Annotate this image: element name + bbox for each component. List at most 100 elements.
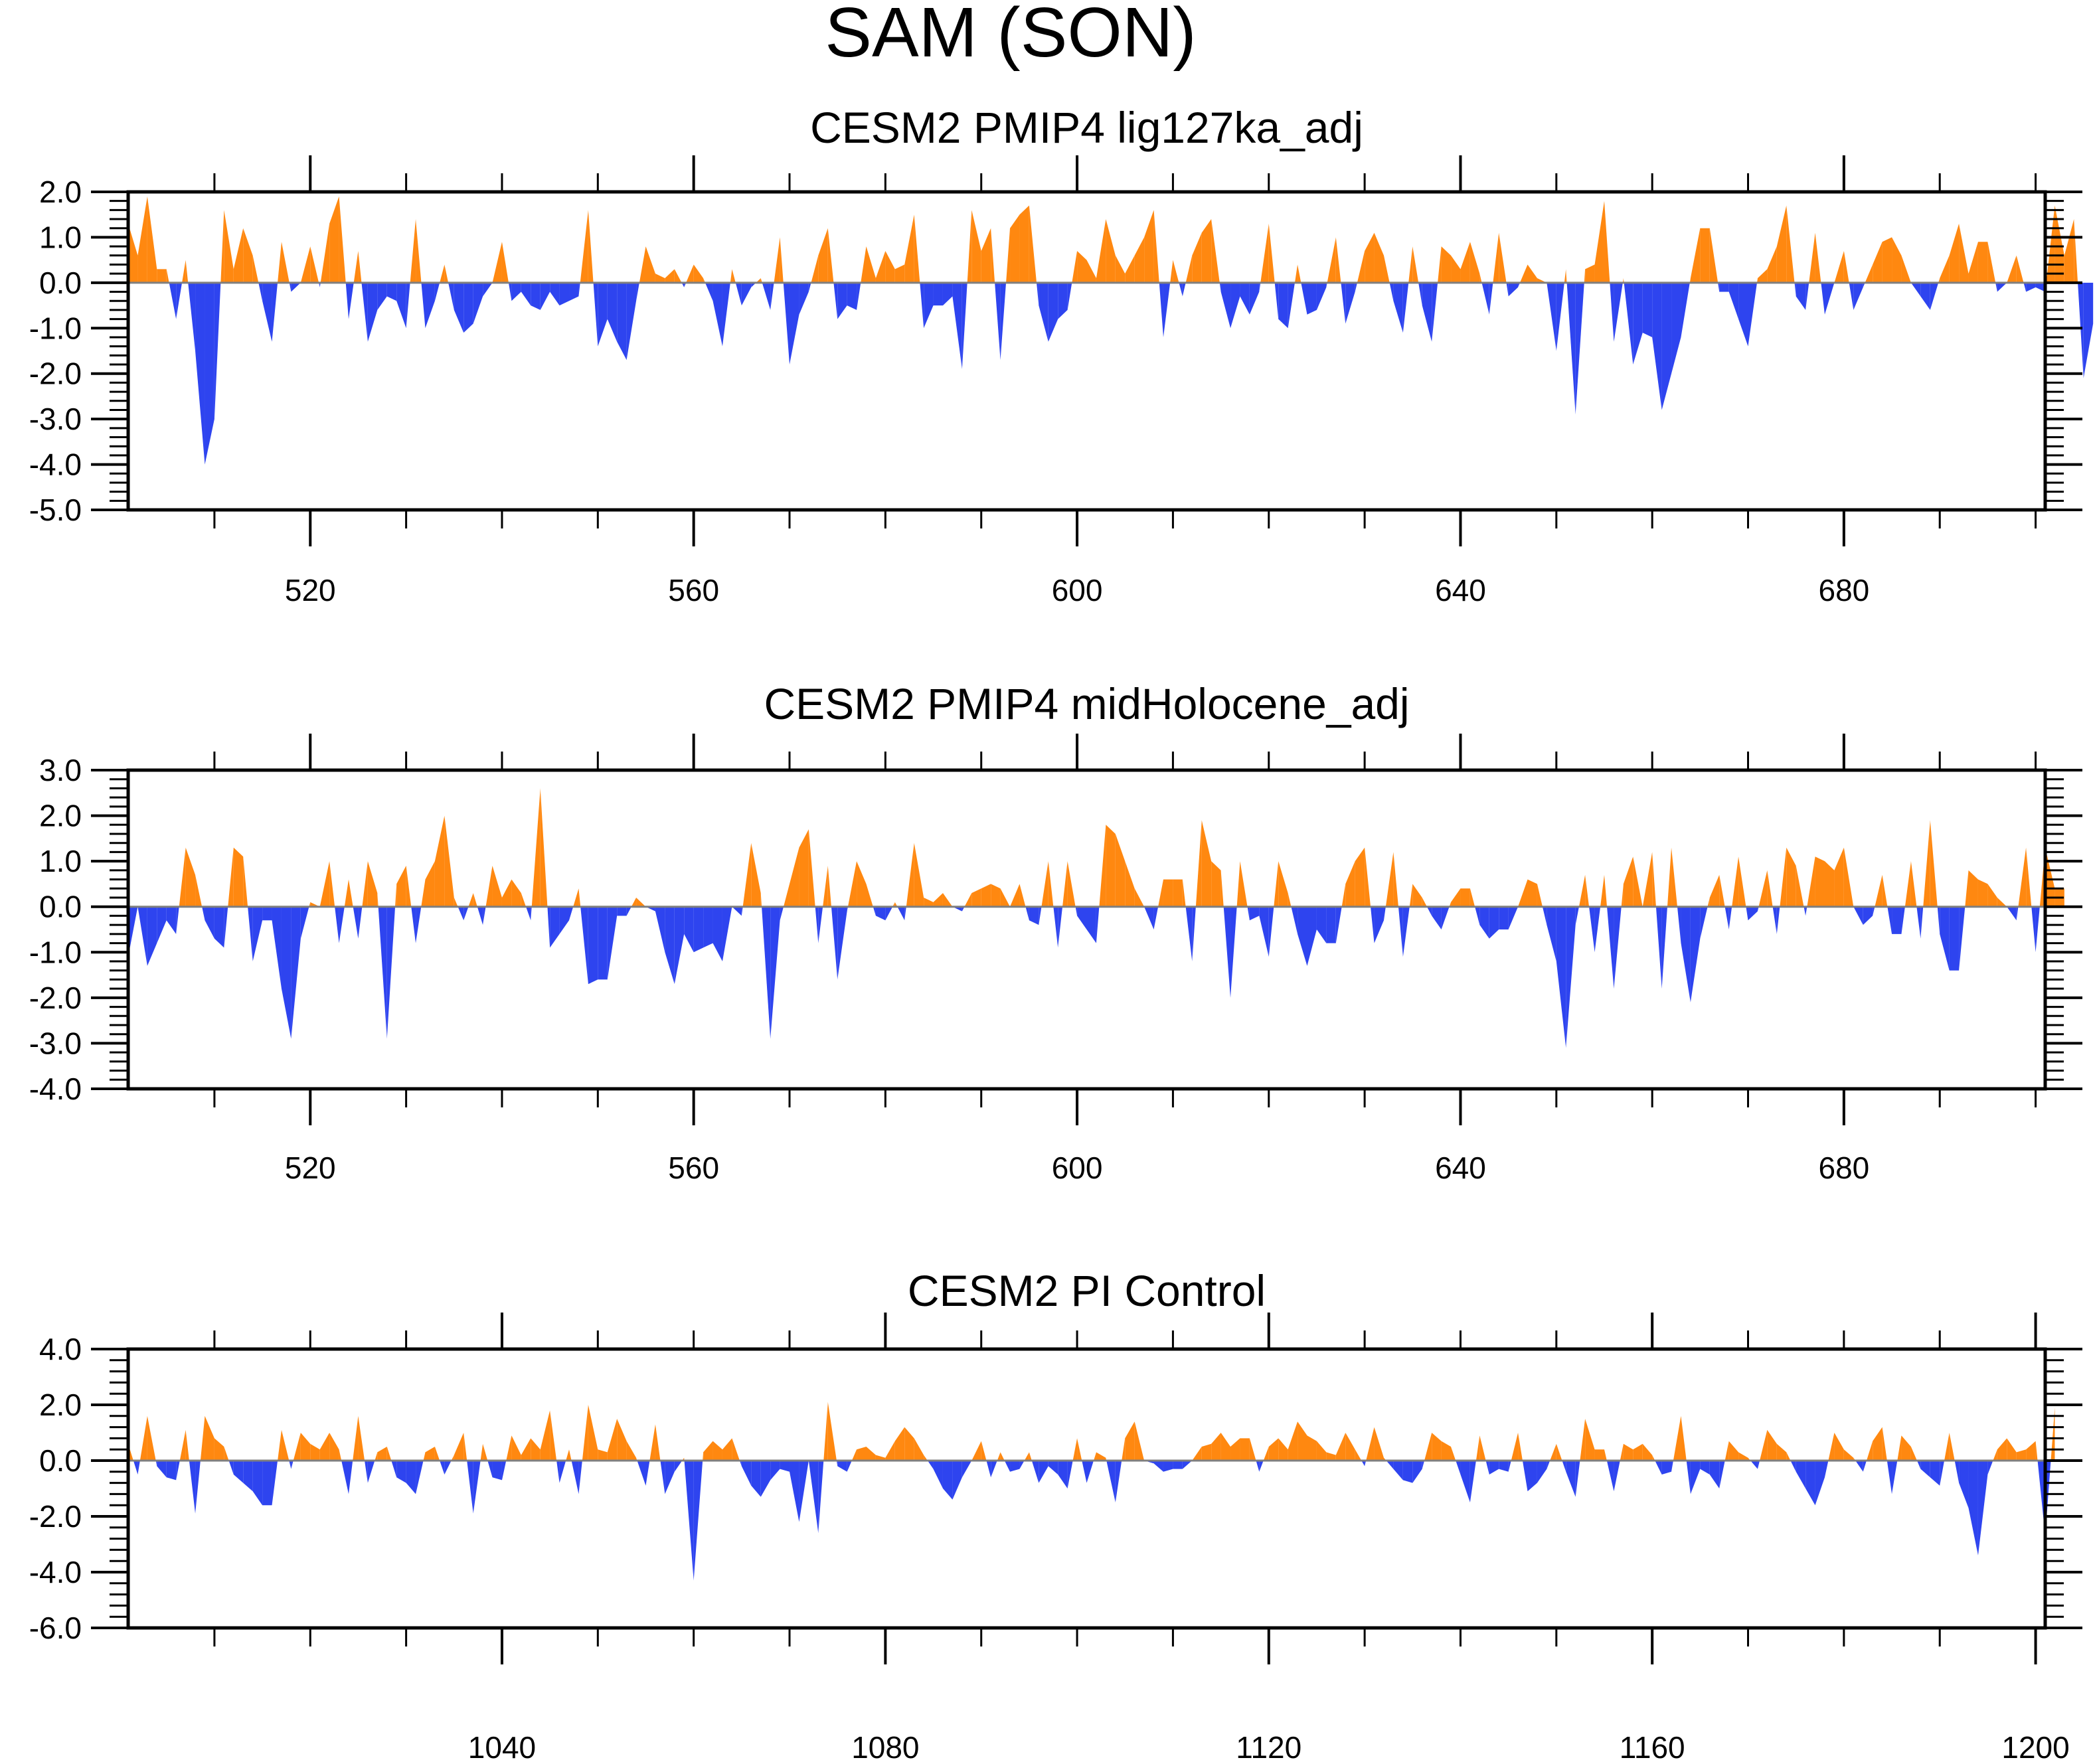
positive-area [1366, 1427, 1375, 1461]
negative-area [2031, 906, 2036, 953]
negative-area [1853, 906, 1863, 925]
positive-area [1000, 1452, 1005, 1461]
positive-area [904, 214, 914, 283]
positive-area [967, 210, 972, 283]
positive-area [1707, 898, 1710, 907]
negative-area [1537, 1461, 1547, 1483]
negative-area [1053, 906, 1058, 948]
positive-area [1968, 242, 1978, 283]
positive-area [847, 861, 857, 907]
negative-area [166, 1461, 177, 1481]
positive-area [1873, 242, 1883, 283]
negative-area [1025, 906, 1029, 921]
positive-area [1479, 274, 1482, 283]
negative-area [358, 906, 363, 939]
positive-area [1690, 228, 1701, 283]
negative-area [550, 906, 560, 948]
negative-area [1489, 906, 1499, 939]
positive-area [1355, 1449, 1362, 1461]
negative-area [857, 282, 861, 310]
negative-area [645, 906, 655, 912]
x-tick-label: 560 [668, 1151, 719, 1185]
negative-area [607, 282, 618, 342]
negative-area [1690, 906, 1701, 1002]
negative-area [1724, 906, 1729, 929]
negative-area [681, 282, 685, 287]
negative-area [521, 282, 531, 306]
y-tick-label: 4.0 [39, 1332, 82, 1366]
positive-area [1451, 255, 1461, 283]
positive-area [1910, 1447, 1917, 1461]
y-tick-label: -2.0 [29, 981, 82, 1015]
positive-area [319, 861, 330, 907]
negative-area [1959, 906, 1966, 971]
negative-area [2037, 1461, 2045, 1536]
negative-area [396, 282, 406, 329]
positive-area [904, 1427, 914, 1461]
negative-area [1719, 1461, 1725, 1488]
positive-area [1901, 255, 1911, 283]
negative-area [1522, 1461, 1528, 1492]
positive-area [1843, 250, 1849, 283]
positive-area [1307, 1435, 1317, 1461]
positive-area [1901, 1435, 1911, 1461]
negative-area [580, 906, 588, 985]
positive-area [1585, 874, 1590, 907]
positive-area [1268, 1438, 1279, 1461]
negative-area [833, 282, 838, 319]
negative-area [463, 906, 469, 921]
negative-area [262, 1461, 272, 1506]
negative-area [1039, 1461, 1048, 1483]
y-axis: 4.0 2.0 0.0 -2.0 -4.0 -6.0 [29, 1332, 2082, 1645]
negative-area [818, 906, 823, 943]
positive-area [774, 237, 780, 283]
positive-area [1843, 1449, 1854, 1461]
negative-area [1402, 906, 1410, 957]
negative-area [1288, 282, 1295, 329]
negative-area [1542, 906, 1547, 925]
negative-area [1987, 1461, 1993, 1475]
negative-area [924, 282, 934, 329]
negative-area [1182, 282, 1186, 297]
positive-area [1910, 861, 1917, 907]
negative-area [361, 282, 368, 342]
positive-area [157, 269, 167, 283]
y-axis: 3.0 2.0 1.0 0.0 -1.0 -2.0 -3.0 -4.0 [29, 753, 2082, 1106]
positive-area [300, 246, 311, 283]
positive-area [147, 1415, 156, 1461]
negative-area [1853, 282, 1863, 310]
negative-area [1508, 1461, 1511, 1472]
negative-area [1506, 282, 1509, 297]
positive-area [580, 210, 588, 283]
positive-area [1807, 856, 1815, 907]
positive-area [137, 196, 147, 283]
negative-area [1230, 906, 1237, 998]
negative-area [1185, 906, 1193, 961]
positive-area [971, 1441, 981, 1461]
positive-area [2046, 205, 2055, 283]
positive-area [1767, 246, 1777, 283]
positive-area [1997, 1438, 2007, 1461]
negative-area [1575, 282, 1584, 415]
negative-area [1547, 906, 1556, 961]
negative-area [751, 1461, 761, 1497]
negative-area [1298, 906, 1307, 966]
negative-area [674, 1461, 683, 1472]
negative-area [927, 1461, 934, 1469]
positive-area [780, 237, 784, 283]
negative-area [1326, 282, 1327, 287]
positive-area [1949, 223, 1960, 283]
positive-area [1511, 1433, 1519, 1461]
negative-area [345, 282, 349, 319]
positive-area [1134, 1421, 1145, 1461]
x-axis: 520 560 600 640 680 [213, 155, 2037, 607]
negative-area [1048, 1461, 1058, 1475]
positive-area [1938, 278, 1940, 283]
positive-area [1460, 242, 1470, 283]
positive-area [1681, 1415, 1687, 1461]
positive-area [220, 210, 224, 283]
y-tick-label: 1.0 [39, 220, 82, 254]
positive-area [395, 884, 397, 907]
negative-area [1873, 906, 1875, 916]
negative-area [920, 282, 924, 329]
